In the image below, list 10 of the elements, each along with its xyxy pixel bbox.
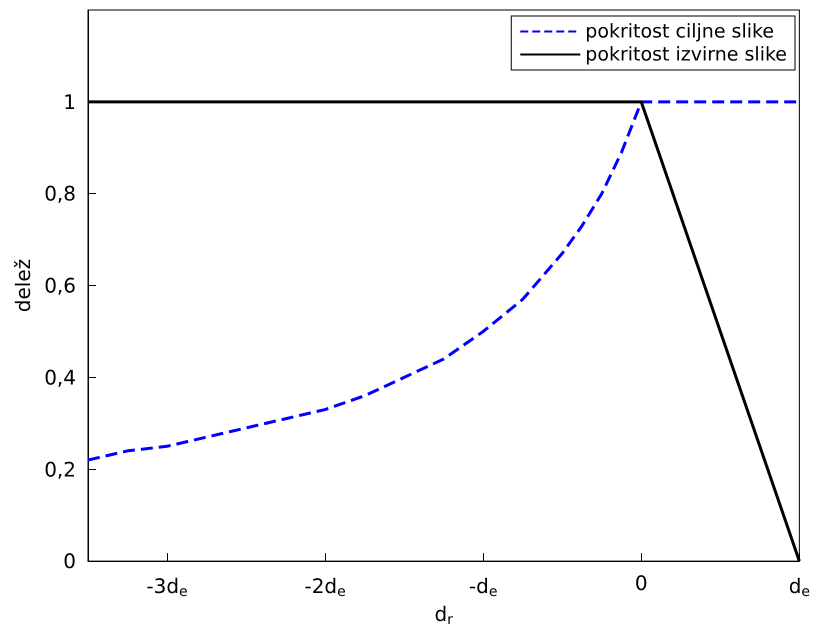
y-tick-label: 0,2 <box>44 457 76 482</box>
y-tick-label: 0,6 <box>44 274 76 298</box>
y-tick-label: 0 <box>63 549 76 574</box>
y-axis-title: delež <box>11 258 35 312</box>
y-tick-label: 0,8 <box>44 182 76 206</box>
y-tick-label: 1 <box>63 90 76 114</box>
legend-label: pokritost izvirne slike <box>585 44 788 66</box>
y-tick-label: 0,4 <box>44 365 76 390</box>
x-tick-label: 0 <box>634 571 648 596</box>
legend-label: pokritost ciljne slike <box>585 20 774 42</box>
